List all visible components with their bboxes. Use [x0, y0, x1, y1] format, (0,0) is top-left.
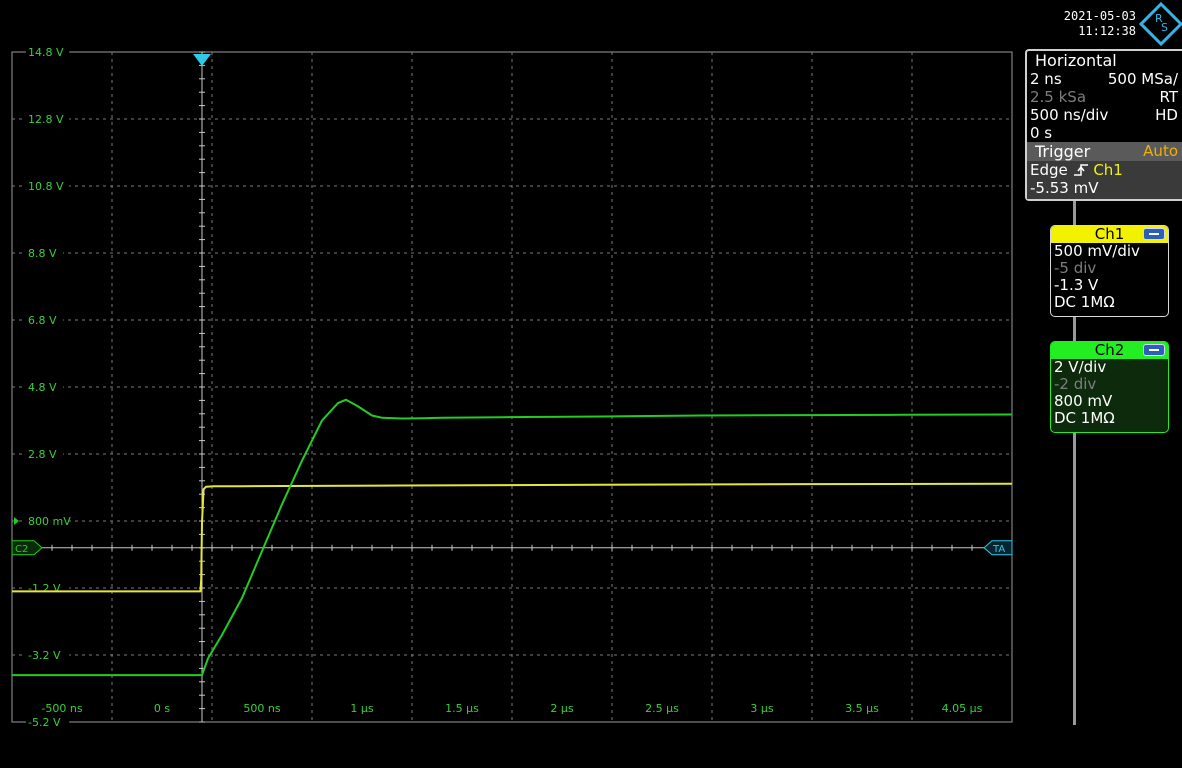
trigger-level-marker[interactable] [983, 540, 1013, 556]
ch1-trace [12, 482, 1013, 593]
ch2-offset: -2 div [1054, 375, 1097, 393]
markers[interactable]: C2 TA [11, 54, 1013, 556]
trigger-type: Edge [1030, 161, 1068, 179]
x-axis-label: 2 µs [550, 702, 573, 715]
y-label-bg [26, 715, 70, 728]
time-label: 11:12:38 [1078, 24, 1136, 38]
ch1-offset: -5 div [1054, 259, 1097, 277]
y-axis-label: 2.8 V [28, 448, 57, 461]
x-axis-label: 4.05 µs [942, 702, 983, 715]
ch2-name: Ch2 [1094, 341, 1125, 359]
ch1-position: -1.3 V [1054, 276, 1099, 294]
x-axis-label: 1.5 µs [445, 702, 479, 715]
x-axis-label: 3 µs [750, 702, 773, 715]
y-axis-label: -1.2 V [28, 582, 61, 595]
ch1-panel[interactable]: Ch1 500 mV/div -5 div -1.3 V DC 1MΩ [1050, 225, 1169, 317]
trigger-title-bar[interactable]: Trigger Auto [1027, 142, 1182, 161]
ch1-scale: 500 mV/div [1054, 242, 1140, 260]
x-axis-label: 3.5 µs [845, 702, 879, 715]
mode-rt-label: RT [1159, 88, 1179, 106]
trigger-position-marker[interactable] [193, 54, 211, 66]
mode-hd-label: HD [1155, 106, 1178, 124]
rising-edge-icon [1073, 164, 1088, 176]
y-label-bg [26, 112, 70, 125]
x-axis-labels: -500 ns 0 s 500 ns 1 µs 1.5 µs 2 µs 2.5 µs 3 µs… [41, 702, 982, 715]
svg-text:R: R [1155, 12, 1163, 25]
trigger-mode: Auto [1143, 142, 1178, 160]
trigger-level: -5.53 mV [1030, 179, 1099, 197]
y-axis-label: 4.8 V [28, 381, 57, 394]
ch1-header[interactable]: Ch1 [1051, 226, 1168, 243]
ch2-scale: 2 V/div [1054, 358, 1107, 376]
record-length-value: 2.5 kSa [1030, 88, 1087, 106]
timestamp: 2021-05-03 11:12:38 [1040, 9, 1136, 39]
waveform-display[interactable]: 14.8 V 12.8 V 10.8 V 8.8 V 6.8 V 4.8 V 2.8 V 80… [0, 0, 1025, 730]
horizontal-row-3[interactable]: 500 ns/div HD [1027, 106, 1182, 124]
y-label-bg [26, 447, 63, 460]
trigger-title: Trigger [1035, 142, 1091, 161]
y-label-bg [26, 179, 70, 192]
trigger-level-label: TA [992, 544, 1005, 555]
ch1-name: Ch1 [1094, 225, 1125, 243]
ch2-position: 800 mV [1054, 392, 1113, 410]
resolution-value: 2 ns [1030, 70, 1062, 88]
ch2-level-arrow-icon [14, 517, 19, 525]
y-axis-label: 12.8 V [28, 113, 64, 126]
svg-text:S: S [1161, 21, 1168, 34]
ch1-coupling: DC 1MΩ [1054, 293, 1115, 311]
ch2-offset-marker[interactable] [11, 540, 43, 556]
x-axis-label: 0 s [154, 702, 170, 715]
y-label-bg [26, 45, 70, 58]
date-label: 2021-05-03 [1063, 9, 1136, 23]
x-axis-label: 1 µs [350, 702, 373, 715]
ch2-marker-label: C2 [15, 544, 28, 555]
trigger-body[interactable]: Edge Ch1 -5.53 mV [1027, 161, 1182, 199]
horizontal-row-4[interactable]: 0 s [1027, 124, 1182, 142]
x-axis-label: 2.5 µs [645, 702, 679, 715]
ch1-minimize-icon[interactable] [1143, 228, 1165, 240]
y-axis-label: -3.2 V [28, 649, 61, 662]
y-label-bg [26, 514, 70, 527]
y-label-bg [26, 246, 63, 259]
y-label-bg [26, 648, 70, 661]
ch2-trace [12, 398, 1013, 677]
ch2-panel[interactable]: Ch2 2 V/div -2 div 800 mV DC 1MΩ [1050, 341, 1169, 433]
trigger-row-2: -5.53 mV [1027, 179, 1182, 197]
rs-logo-icon: R S [1139, 2, 1182, 46]
traces [12, 398, 1013, 677]
time-scale-value: 500 ns/div [1030, 106, 1109, 124]
y-axis-label: 6.8 V [28, 314, 57, 327]
y-axis-label: -5.2 V [28, 716, 61, 729]
horizontal-position-value: 0 s [1030, 124, 1053, 142]
trigger-row-1: Edge Ch1 [1027, 161, 1182, 179]
y-label-bg [26, 313, 63, 326]
ch2-coupling: DC 1MΩ [1054, 409, 1115, 427]
horizontal-row-2[interactable]: 2.5 kSa RT [1027, 88, 1182, 106]
ch2-minimize-icon[interactable] [1143, 344, 1165, 356]
graticule [11, 51, 1013, 723]
y-axis-label: 800 mV [28, 515, 71, 528]
y-label-bg [26, 380, 63, 393]
y-axis-label: 8.8 V [28, 247, 57, 260]
y-axis-labels: 14.8 V 12.8 V 10.8 V 8.8 V 6.8 V 4.8 V 2.8 V 80… [26, 45, 71, 729]
x-axis-label: -500 ns [41, 702, 82, 715]
horizontal-row-1[interactable]: 2 ns 500 MSa/ [1027, 70, 1182, 88]
y-axis-label: 14.8 V [28, 46, 64, 59]
x-axis-label: 500 ns [243, 702, 280, 715]
ch2-header[interactable]: Ch2 [1051, 342, 1168, 359]
panel-rail [1073, 150, 1076, 725]
horizontal-title: Horizontal [1035, 51, 1117, 70]
trigger-source: Ch1 [1093, 161, 1123, 179]
sample-rate-value: 500 MSa/ [1107, 70, 1178, 88]
horizontal-panel[interactable]: Horizontal 2 ns 500 MSa/ 2.5 kSa RT 500 … [1025, 49, 1182, 201]
y-axis-label: 10.8 V [28, 180, 64, 193]
